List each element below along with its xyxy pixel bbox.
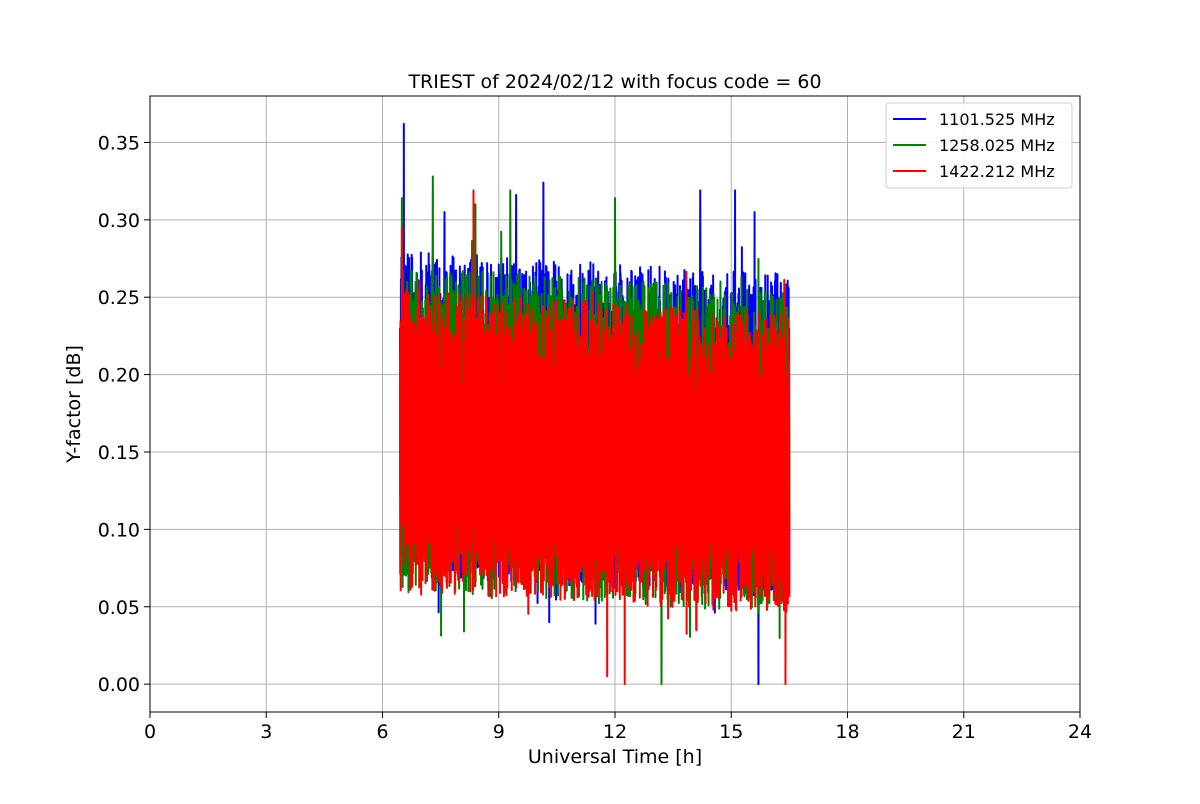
- y-tick-label: 0.35: [98, 132, 140, 154]
- y-tick-label: 0.30: [98, 210, 140, 232]
- x-tick-label: 24: [1068, 721, 1092, 743]
- legend-label-1258: 1258.025 MHz: [939, 136, 1055, 155]
- axes: 0 3 6 9 12 15 18 21 24 0.00 0.05 0.10 0.15 0.20 0.25 0.…: [98, 132, 1092, 743]
- legend: 1101.525 MHz 1258.025 MHz 1422.212 MHz: [885, 102, 1073, 189]
- y-tick-label: 0.05: [98, 597, 140, 619]
- x-axis-label: Universal Time [h]: [528, 746, 702, 768]
- legend-label-1101: 1101.525 MHz: [939, 110, 1055, 129]
- y-tick-label: 0.00: [98, 674, 140, 696]
- series-line-1422-212: [398, 189, 791, 686]
- x-tick-label: 3: [260, 721, 272, 743]
- y-tick-label: 0.15: [98, 442, 140, 464]
- legend-box: [885, 102, 1073, 189]
- y-tick-label: 0.10: [98, 519, 140, 541]
- y-tick-label: 0.25: [98, 287, 140, 309]
- x-tick-label: 0: [144, 721, 156, 743]
- y-tick-label: 0.20: [98, 365, 140, 387]
- legend-label-1422: 1422.212 MHz: [939, 162, 1055, 181]
- y-axis-label: Y-factor [dB]: [63, 345, 85, 464]
- plot-area: [398, 122, 791, 686]
- x-tick-label: 12: [603, 721, 627, 743]
- x-tick-label: 6: [376, 721, 388, 743]
- x-tick-label: 15: [719, 721, 743, 743]
- x-tick-label: 21: [952, 721, 976, 743]
- x-tick-label: 18: [835, 721, 859, 743]
- chart-title: TRIEST of 2024/02/12 with focus code = 6…: [407, 71, 821, 93]
- x-tick-label: 9: [493, 721, 505, 743]
